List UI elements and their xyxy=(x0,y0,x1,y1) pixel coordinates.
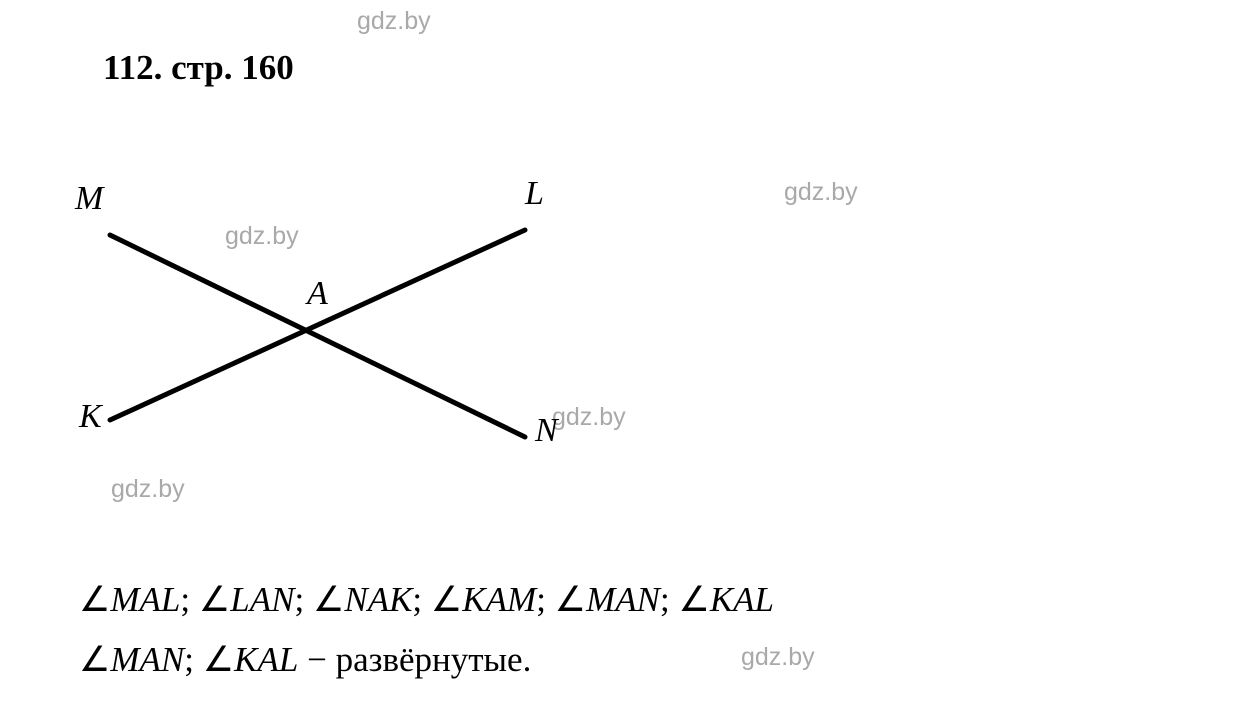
angle-name: KAL xyxy=(234,640,298,679)
angle-name: MAL xyxy=(110,580,180,619)
answer-line-2: ∠MAN; ∠KAL − развёрнутые. xyxy=(79,640,531,680)
angle-symbol: ∠ xyxy=(555,580,586,619)
angle-symbol: ∠ xyxy=(203,640,234,679)
angle-symbol: ∠ xyxy=(79,580,110,619)
exercise-heading: 112. стр. 160 xyxy=(103,48,294,88)
separator: ; xyxy=(536,580,554,619)
separator: ; xyxy=(184,640,202,679)
point-label-K: K xyxy=(79,398,102,436)
watermark: gdz.by xyxy=(741,643,815,672)
separator: ; xyxy=(660,580,678,619)
angle-symbol: ∠ xyxy=(79,640,110,679)
point-label-L: L xyxy=(525,175,544,213)
angle-symbol: ∠ xyxy=(431,580,462,619)
angle-name: MAN xyxy=(586,580,660,619)
separator: ; xyxy=(180,580,198,619)
watermark: gdz.by xyxy=(111,475,185,504)
geometry-diagram: M L A K N xyxy=(75,175,555,455)
angle-symbol: ∠ xyxy=(199,580,230,619)
angle-name: NAK xyxy=(344,580,412,619)
angle-name: LAN xyxy=(230,580,294,619)
separator: ; xyxy=(294,580,312,619)
angle-name: KAL xyxy=(710,580,774,619)
point-label-A: A xyxy=(307,275,328,313)
point-label-N: N xyxy=(535,412,558,450)
angle-symbol: ∠ xyxy=(678,580,709,619)
angle-name: KAM xyxy=(462,580,536,619)
watermark: gdz.by xyxy=(357,7,431,36)
separator: ; xyxy=(412,580,430,619)
answer-tail: − развёрнутые. xyxy=(298,640,531,679)
angle-symbol: ∠ xyxy=(313,580,344,619)
watermark: gdz.by xyxy=(552,403,626,432)
point-label-M: M xyxy=(75,180,103,218)
answer-line-1: ∠MAL; ∠LAN; ∠NAK; ∠KAM; ∠MAN; ∠KAL xyxy=(79,580,774,620)
page-root: 112. стр. 160 gdz.by gdz.by gdz.by gdz.by gd… xyxy=(0,0,1260,725)
angle-name: MAN xyxy=(110,640,184,679)
watermark: gdz.by xyxy=(784,178,858,207)
